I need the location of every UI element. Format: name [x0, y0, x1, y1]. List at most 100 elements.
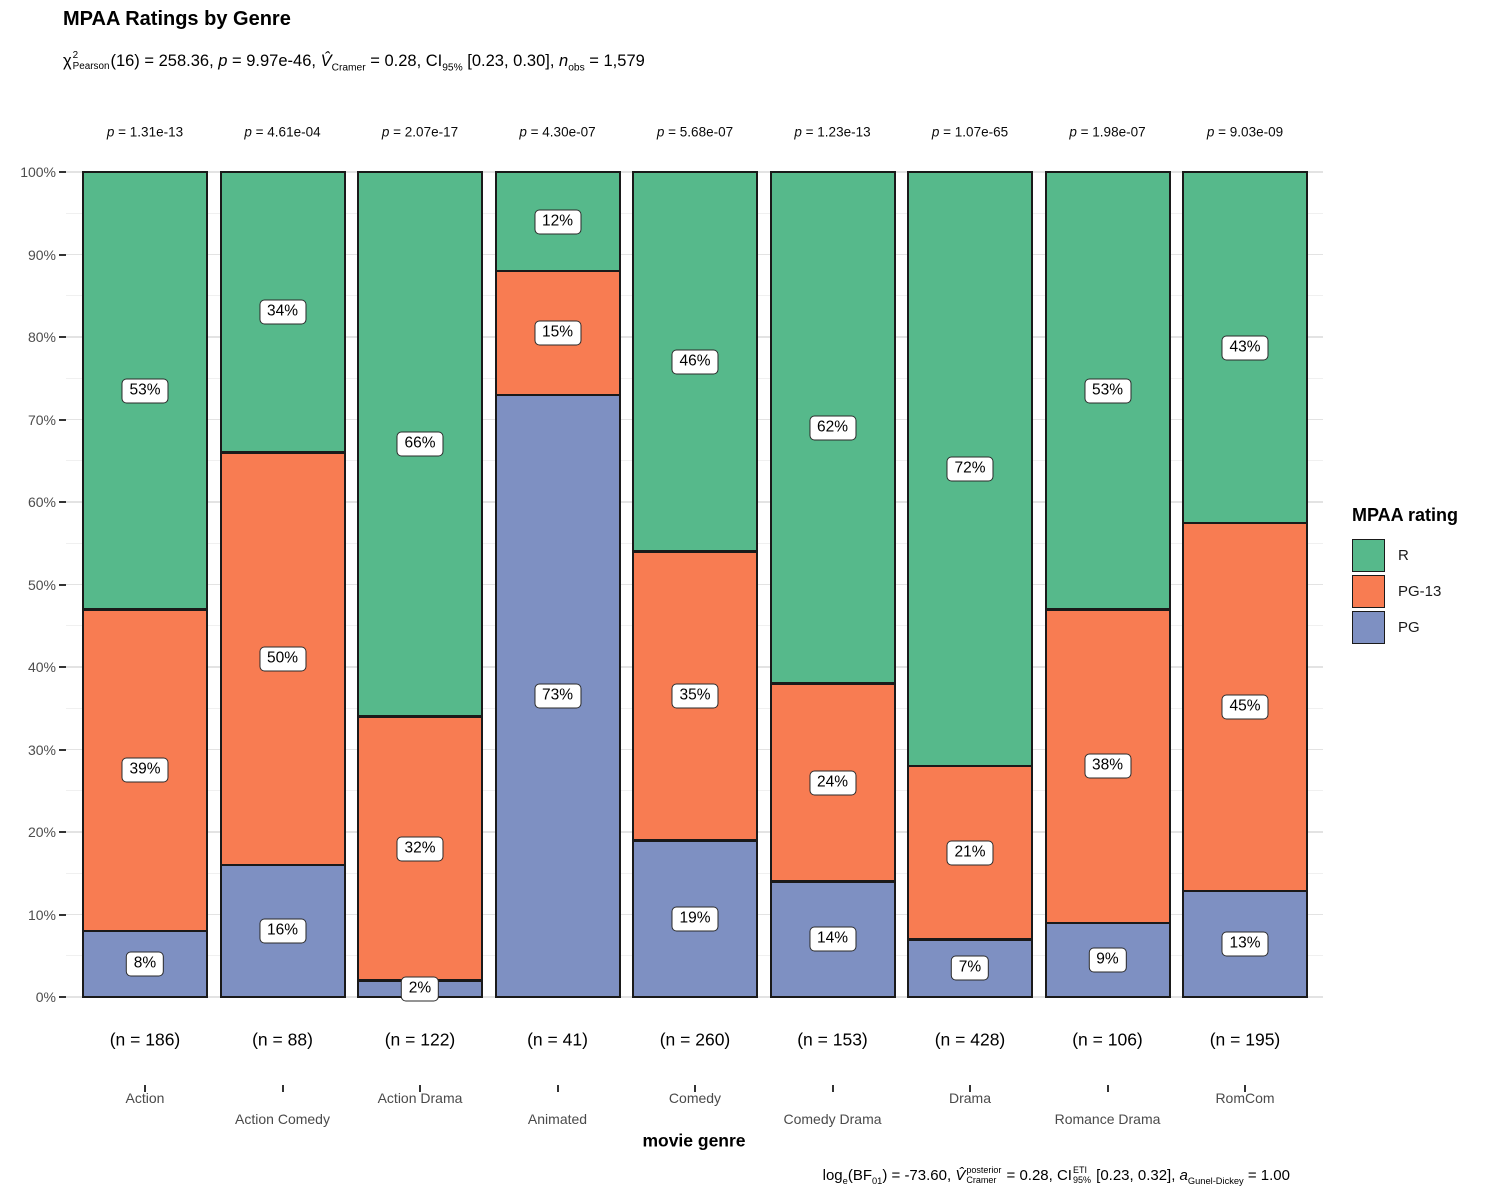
y-axis-tick-label: 40%	[27, 659, 56, 675]
percent-label: 16%	[258, 918, 307, 944]
percent-label: 21%	[946, 840, 994, 866]
ci-value: [0.23, 0.30],	[462, 52, 560, 70]
percent-label: 53%	[121, 378, 169, 404]
percent-label: 38%	[1083, 753, 1132, 779]
p-symbol: p	[218, 52, 228, 70]
cramer-v-symbol: V̂	[320, 52, 332, 70]
chi-stat: (16) = 258.36,	[110, 52, 219, 70]
y-axis-tick-mark	[59, 996, 66, 998]
bar-segment-divider	[220, 863, 345, 867]
legend-item-pg13: PG-13	[1352, 574, 1458, 608]
bayes-caption: loge(BF01) = -73.60, V̂ posterior Cramer =…	[823, 1156, 1290, 1200]
percent-label: 34%	[258, 299, 307, 325]
bar-segment-divider	[1045, 608, 1170, 611]
p-value-label: p = 1.98e-07	[1069, 124, 1146, 140]
legend-label-r: R	[1398, 546, 1409, 564]
x-axis-tick-mark	[969, 1085, 971, 1092]
y-axis-tick-mark	[59, 583, 66, 586]
bar-segment-divider	[770, 682, 895, 685]
a-value: = 1.00	[1243, 1167, 1290, 1184]
x-axis-title: movie genre	[642, 1130, 746, 1151]
percent-label: 14%	[808, 926, 857, 952]
n-label: (n = 41)	[527, 1029, 588, 1050]
genre-tick-label: Action Drama	[377, 1090, 463, 1106]
chi-supsub: 2 Pearson	[72, 49, 111, 73]
bf-open: (BF	[847, 1167, 872, 1184]
ci-eti-supsub: ETI 95%	[1072, 1165, 1092, 1186]
bar-outline	[1044, 171, 1171, 998]
plot-subtitle: χ 2 Pearson (16) = 258.36, p = 9.97e-46, V̂…	[63, 42, 645, 87]
genre-tick-label: Action	[125, 1090, 165, 1106]
bar-outline	[907, 171, 1033, 998]
bar-outline	[632, 171, 758, 998]
y-axis-tick-mark	[59, 336, 66, 338]
legend-swatch-pg-icon	[1352, 610, 1385, 644]
genre-tick-label: RomCom	[1215, 1090, 1275, 1106]
percent-label: 9%	[1088, 947, 1127, 973]
p-value-label: p = 1.23e-13	[794, 124, 871, 140]
bar-segment-divider	[633, 550, 757, 553]
chi-symbol: χ	[63, 52, 72, 70]
chi-sup: 2	[72, 49, 79, 61]
legend-item-r: R	[1352, 538, 1458, 572]
bar-segment-divider	[83, 608, 207, 611]
a-sub: Gunel-Dickey	[1187, 1176, 1244, 1186]
y-axis-tick-mark	[59, 666, 66, 668]
ci-sub: 95%	[442, 62, 463, 74]
y-axis-tick-label: 90%	[27, 246, 56, 263]
p-value-label: p = 1.07e-65	[931, 124, 1009, 140]
n-symbol: n	[559, 52, 569, 70]
log-symbol: log	[822, 1167, 843, 1184]
p-value-label: p = 9.03e-09	[1206, 124, 1284, 140]
cramer-v-posterior-symbol: V̂	[955, 1167, 966, 1184]
p-value-label: p = 5.68e-07	[656, 124, 734, 140]
bar-segment-divider	[495, 393, 620, 396]
bar-segment-divider	[358, 715, 482, 718]
bf-close: )	[882, 1167, 888, 1184]
bar-outline	[494, 171, 621, 998]
genre-tick-label: Drama	[948, 1090, 992, 1106]
bar-segment-divider	[1183, 889, 1307, 893]
n-label: (n = 88)	[252, 1029, 313, 1050]
n-label: (n = 153)	[797, 1029, 868, 1050]
p-value-label: p = 4.61e-04	[244, 124, 321, 140]
y-axis-tick-mark	[59, 418, 66, 421]
y-axis-tick-label: 100%	[20, 164, 56, 180]
y-axis-tick-mark	[59, 253, 66, 256]
percent-label: 66%	[396, 431, 444, 457]
percent-label: 62%	[808, 415, 857, 441]
x-axis-tick-mark	[419, 1085, 421, 1092]
x-axis-tick-mark	[556, 1085, 559, 1092]
legend-label-pg13: PG-13	[1398, 582, 1442, 600]
bar-segment-divider	[83, 929, 207, 933]
legend-item-pg: PG	[1352, 610, 1458, 644]
percent-label: 50%	[258, 646, 307, 672]
x-axis-tick-mark	[694, 1085, 696, 1092]
percent-label: 53%	[1083, 378, 1132, 404]
n-label: (n = 186)	[109, 1029, 181, 1050]
bar-segment-divider	[908, 938, 1032, 941]
y-axis-tick-label: 10%	[27, 906, 56, 923]
percent-label: 7%	[950, 955, 990, 981]
bar-outline	[769, 171, 896, 998]
bar-segment-divider	[633, 839, 757, 842]
y-axis-tick-label: 20%	[27, 824, 56, 840]
legend-label-pg: PG	[1398, 618, 1420, 636]
y-axis-tick-mark	[59, 501, 66, 503]
legend-title: MPAA rating	[1352, 505, 1458, 525]
bar-outline	[219, 171, 346, 998]
x-axis-tick-mark	[831, 1085, 834, 1092]
genre-tick-label: Comedy Drama	[783, 1111, 882, 1127]
genre-tick-label: Comedy	[668, 1090, 722, 1106]
y-axis-tick-label: 30%	[27, 741, 56, 758]
y-axis-tick-mark	[59, 171, 66, 173]
y-axis-tick-mark	[59, 748, 66, 751]
y-axis-tick-label: 0%	[35, 989, 56, 1005]
bar-segment-divider	[770, 880, 895, 883]
n-label: (n = 428)	[934, 1029, 1006, 1050]
percent-label: 2%	[400, 976, 440, 1002]
legend: MPAA rating R PG-13 PG	[1352, 505, 1458, 646]
bar-segment-divider	[908, 764, 1032, 768]
